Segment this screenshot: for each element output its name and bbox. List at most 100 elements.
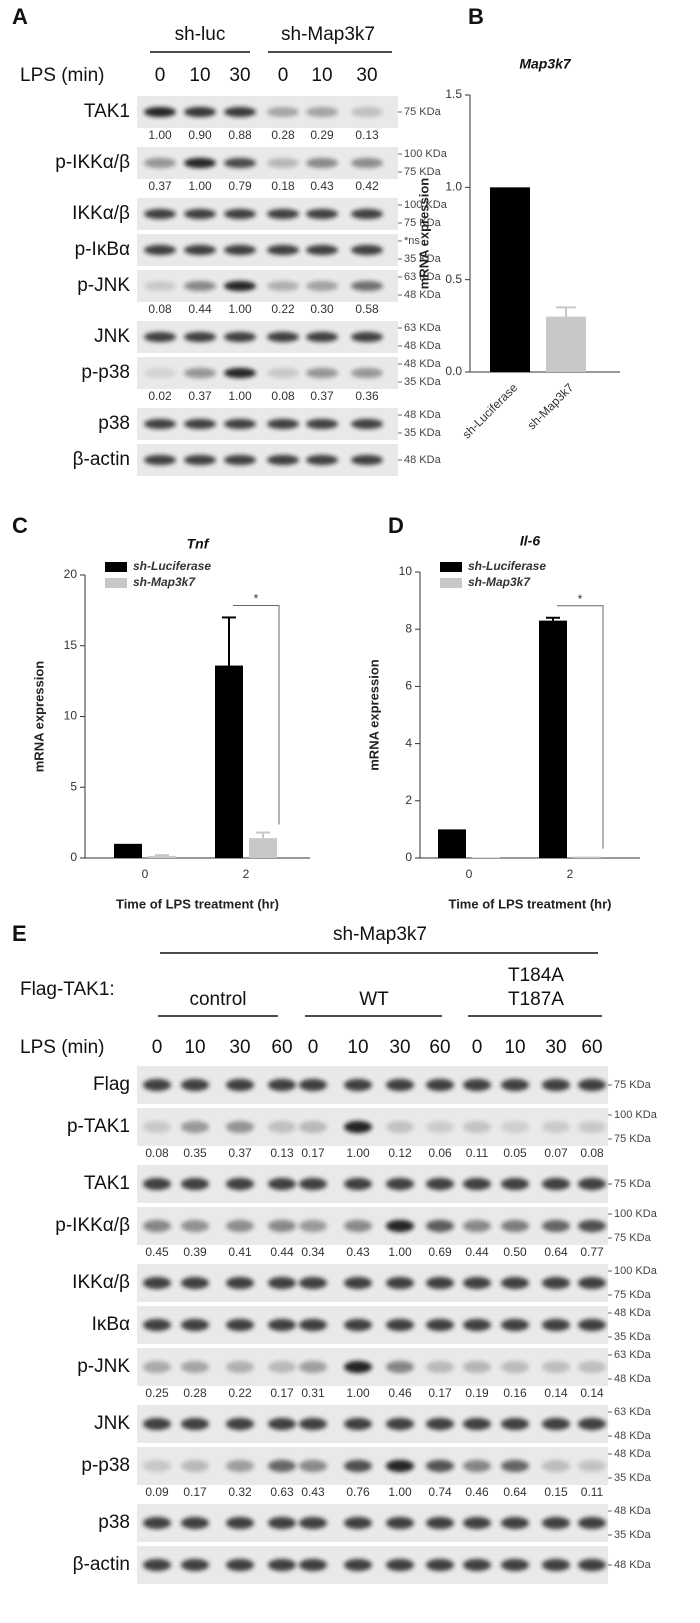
blot-strip [137,1264,608,1302]
lane-label: 60 [429,1037,450,1058]
quantification: 0.39 [183,1245,207,1259]
group-label: sh-Map3k7 [281,24,375,45]
quantification: 0.22 [271,302,295,316]
quantification: 0.74 [428,1485,452,1499]
group-label: control [189,989,246,1010]
band [501,1177,529,1191]
legend-swatch [105,578,127,588]
row-label: p38 [98,413,130,434]
band [426,1558,454,1572]
quantification: 0.37 [188,389,212,403]
quantification: 0.63 [270,1485,294,1499]
band [306,454,338,466]
band [463,1276,491,1290]
band [299,1219,327,1233]
row-label: p38 [98,1512,130,1533]
size-marker: 75 KDa [614,1178,652,1190]
blot-strip [137,1447,608,1485]
band [542,1078,570,1092]
quantification: 1.00 [388,1485,412,1499]
size-marker: 48 KDa [614,1307,652,1319]
quantification: 0.46 [465,1485,489,1499]
quantification: 1.00 [188,179,212,193]
band [224,454,256,466]
quantification: 0.79 [228,179,252,193]
quantification: 0.30 [310,302,334,316]
lps-label: LPS (min) [20,1037,104,1058]
band [426,1360,454,1374]
band [386,1120,414,1134]
band [184,106,216,118]
band [386,1558,414,1572]
row-label: JNK [94,1413,130,1434]
lane-label: 60 [581,1037,602,1058]
significance-mark: * [578,592,583,606]
quantification: 0.02 [148,389,172,403]
size-marker: *ns [404,235,420,247]
x-tick-label: 2 [567,867,574,881]
quantification: 0.11 [581,1485,604,1499]
band [143,1078,171,1092]
y-tick-label: 0 [405,850,412,864]
band [501,1459,529,1473]
quantification: 0.06 [428,1146,452,1160]
band [268,1459,296,1473]
blot-strip [137,1207,608,1245]
band [578,1120,606,1134]
band [501,1360,529,1374]
band [224,367,256,379]
band [268,1558,296,1572]
quantification: 0.36 [355,389,379,403]
bar [472,857,500,858]
band [578,1276,606,1290]
quantification: 0.77 [580,1245,604,1259]
band [344,1360,372,1374]
quantification: 1.00 [148,128,172,142]
band [426,1516,454,1530]
band [306,157,338,169]
size-marker: 48 KDa [404,454,442,466]
band [463,1318,491,1332]
lps-label: LPS (min) [20,65,104,86]
quantification: 0.17 [270,1386,294,1400]
bar [539,620,567,858]
size-marker: 100 KDa [404,199,448,211]
lane-label: 10 [311,65,332,86]
y-tick-label: 10 [399,564,413,578]
y-tick-label: 1.0 [445,180,462,194]
lane-label: 0 [308,1037,319,1058]
quantification: 0.08 [145,1146,169,1160]
band [344,1417,372,1431]
y-axis-label: mRNA expression [366,659,381,771]
row-label: p-p38 [81,362,130,383]
quantification: 0.29 [310,128,334,142]
row-label: TAK1 [84,101,130,122]
band [386,1219,414,1233]
band [542,1318,570,1332]
quantification: 0.44 [465,1245,489,1259]
band [181,1318,209,1332]
band [306,367,338,379]
lane-label: 10 [504,1037,525,1058]
x-axis-label: Time of LPS treatment (hr) [448,896,611,911]
row-label: p-JNK [77,275,130,296]
band [386,1360,414,1374]
band [184,157,216,169]
bar [249,838,277,858]
size-marker: 75 KDa [404,106,442,118]
quantification: 0.46 [388,1386,412,1400]
panel-label: E [12,921,27,946]
band [344,1516,372,1530]
band [386,1516,414,1530]
quantification: 0.17 [428,1386,452,1400]
y-axis-label: mRNA expression [416,178,431,290]
band [578,1558,606,1572]
quantification: 0.41 [228,1245,252,1259]
size-marker: 48 KDa [614,1373,652,1385]
band [226,1459,254,1473]
size-marker: 75 KDa [404,166,442,178]
row-label: Flag [93,1074,130,1095]
legend-swatch [440,578,462,588]
quantification: 0.43 [310,179,334,193]
